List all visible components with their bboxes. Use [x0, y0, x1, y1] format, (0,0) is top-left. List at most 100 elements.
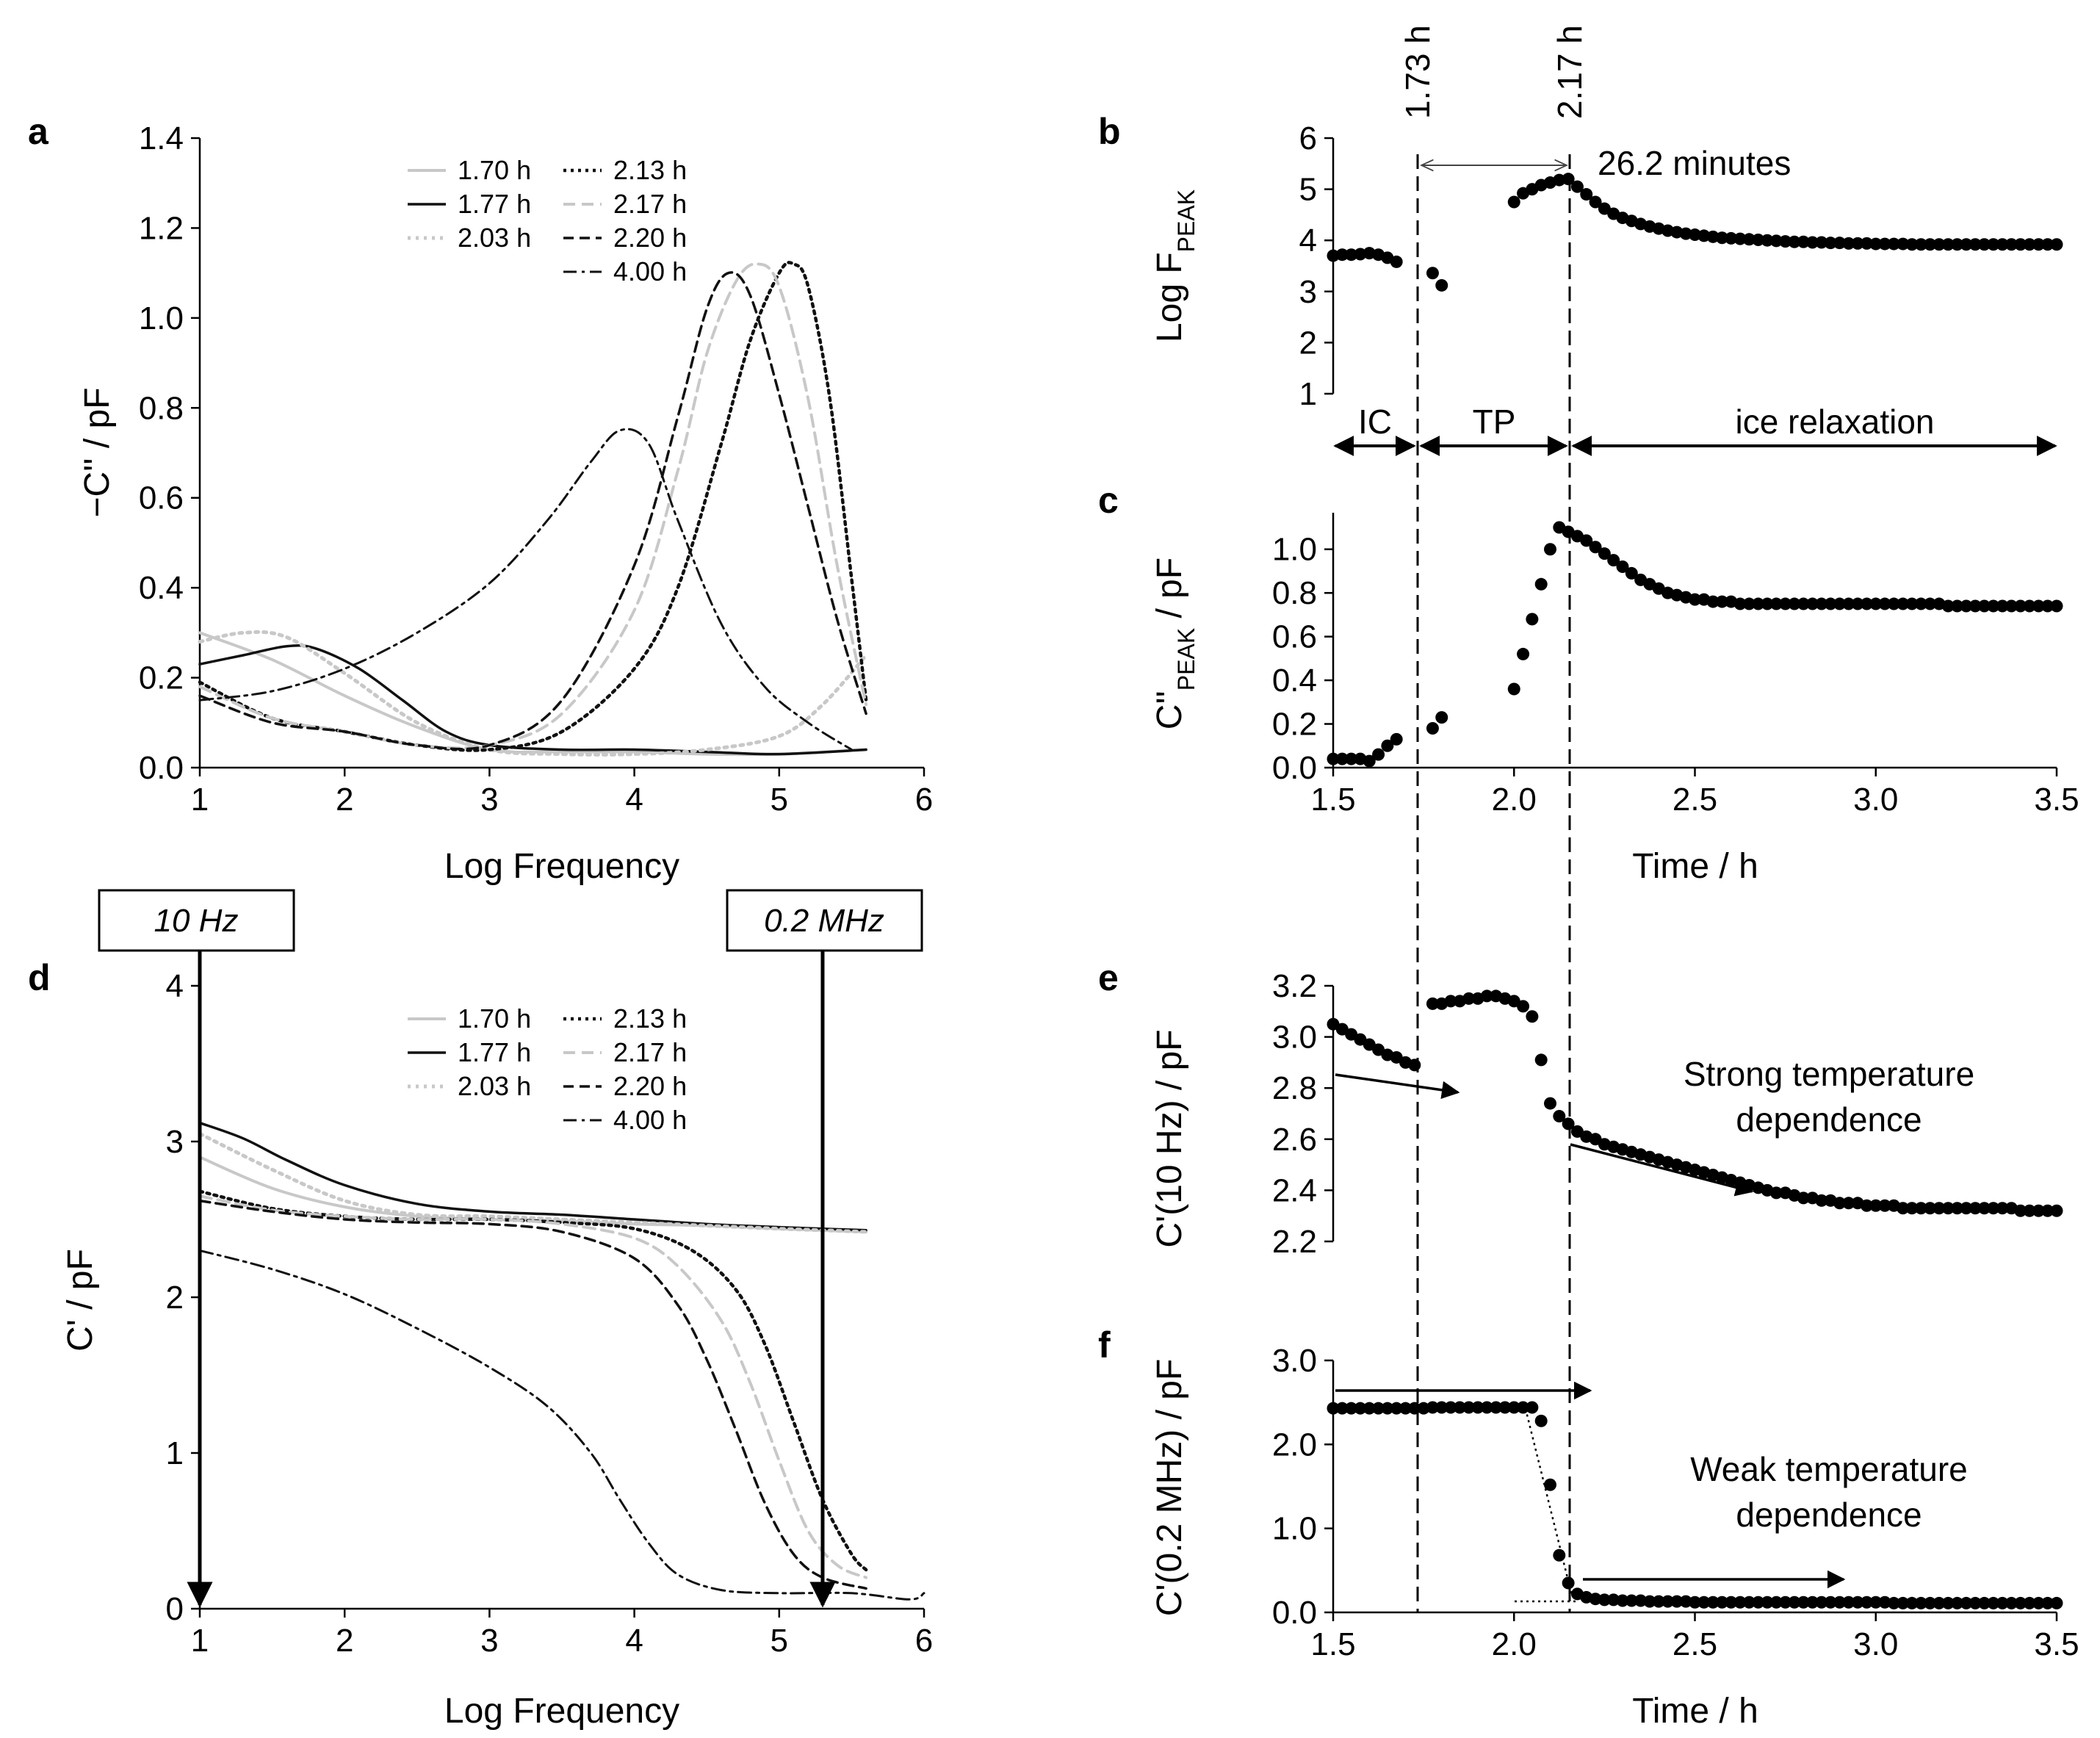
- data-point: [1335, 248, 1349, 262]
- b-y-tick-label: 4: [1299, 223, 1317, 259]
- data-point: [1607, 1593, 1620, 1607]
- panel-b-y-label-sub: PEAK: [1173, 190, 1199, 252]
- data-point: [1390, 255, 1403, 268]
- data-point: [1679, 1595, 1692, 1608]
- panel-label-c: c: [1098, 480, 1119, 521]
- data-point: [1887, 597, 1900, 610]
- data-point: [1951, 238, 1964, 251]
- data-point: [2050, 238, 2063, 251]
- legend-label: 2.03 h: [458, 1071, 531, 1101]
- data-point: [1354, 1033, 1367, 1046]
- panel-label-a: a: [28, 111, 49, 152]
- data-point: [1897, 1202, 1910, 1215]
- c-y-tick-label: 0.6: [1272, 619, 1317, 655]
- data-point: [1869, 597, 1883, 610]
- data-point: [1517, 647, 1530, 660]
- data-point: [1914, 1202, 1927, 1215]
- a-y-tick-label: 0.0: [139, 750, 184, 786]
- data-point: [1914, 1596, 1927, 1609]
- data-point: [1381, 739, 1394, 752]
- legend-label: 1.77 h: [458, 1037, 531, 1067]
- data-point: [1490, 1401, 1503, 1414]
- data-point: [1842, 237, 1855, 250]
- panel-c-x-label: Time / h: [1632, 847, 1758, 886]
- a-x-tick-label: 4: [625, 782, 643, 818]
- panel-f-annotation-line2: dependence: [1736, 1496, 1922, 1534]
- panel-d-x-label: Log Frequency: [444, 1692, 679, 1731]
- data-point: [1616, 1594, 1629, 1607]
- data-point: [1824, 237, 1837, 250]
- panel-e-arrow-ic: [1335, 1073, 1460, 1099]
- legend-label: 1.77 h: [458, 189, 531, 219]
- panel-e-annotation-line1: Strong temperature: [1684, 1055, 1974, 1093]
- c-x-tick-label: 3.5: [2034, 782, 2079, 818]
- f-y-tick-label: 2.0: [1272, 1427, 1317, 1463]
- data-point: [1534, 1053, 1548, 1067]
- data-point: [1933, 1202, 1946, 1215]
- data-point: [1562, 173, 1575, 186]
- data-point: [1905, 597, 1919, 610]
- time-guides: 1.73 h 2.17 h 26.2 minutes IC TP ice rel…: [1333, 25, 2057, 1612]
- e-y-tick-label: 2.8: [1272, 1070, 1317, 1106]
- data-point: [2014, 1596, 2027, 1609]
- c-x-tick-label: 3.0: [1853, 782, 1898, 818]
- c-y-tick-label: 0.0: [1272, 750, 1317, 786]
- data-point: [1851, 1595, 1864, 1609]
- data-point: [1670, 1595, 1684, 1608]
- data-point: [2032, 238, 2045, 251]
- c-y-tick-label: 0.2: [1272, 707, 1317, 743]
- duration-label: 26.2 minutes: [1598, 144, 1791, 182]
- data-point: [1372, 1043, 1385, 1056]
- data-point: [1924, 1596, 1937, 1609]
- data-point: [1598, 547, 1611, 560]
- e-y-tick-label: 3.2: [1272, 968, 1317, 1004]
- data-point: [1933, 238, 1946, 251]
- panel-label-f: f: [1098, 1324, 1111, 1366]
- data-point: [1363, 1038, 1376, 1051]
- data-point: [1878, 1199, 1891, 1212]
- data-point: [1788, 597, 1801, 610]
- data-point: [1435, 1401, 1448, 1414]
- series-line-203h: [198, 630, 868, 757]
- data-point: [1471, 1401, 1484, 1414]
- panel-c-chart: 0.0 0.2 0.4 0.6 0.8 1.0 1.5 2.0 2.5 3.0 3.5 Time /…: [1150, 513, 2079, 886]
- data-point: [1327, 249, 1340, 262]
- f-x-tick-label: 3.0: [1853, 1626, 1898, 1662]
- data-point: [1815, 597, 1828, 610]
- a-y-tick-label: 0.4: [139, 570, 184, 606]
- data-point: [1453, 1401, 1466, 1414]
- panel-a-y-label: −C'' / pF: [78, 387, 117, 517]
- a-y-tick-label: 0.6: [139, 480, 184, 516]
- data-point: [1769, 1595, 1783, 1609]
- data-point: [1507, 1401, 1520, 1414]
- data-point: [1390, 732, 1403, 746]
- data-point: [1715, 231, 1728, 245]
- panel-c-y-label-main: C'': [1150, 690, 1189, 729]
- data-point: [1761, 234, 1774, 247]
- data-point: [1562, 1117, 1575, 1131]
- data-point: [1806, 1595, 1819, 1609]
- data-point: [1652, 1595, 1665, 1608]
- data-point: [1381, 1402, 1394, 1415]
- c-x-tick-label: 2.5: [1673, 782, 1717, 818]
- c-x-tick-label: 1.5: [1310, 782, 1355, 818]
- data-point: [1833, 1197, 1846, 1210]
- data-point: [1480, 1401, 1493, 1414]
- data-point: [1761, 1595, 1774, 1609]
- legend-label: 2.20 h: [613, 223, 687, 253]
- data-point: [2005, 1596, 2018, 1609]
- data-point: [1905, 238, 1919, 251]
- legend-label: 2.03 h: [458, 223, 531, 253]
- data-point: [1924, 597, 1937, 610]
- data-point: [1914, 597, 1927, 610]
- data-point: [1725, 1595, 1738, 1609]
- d-y-tick-label: 1: [166, 1435, 184, 1471]
- data-point: [1960, 1202, 1973, 1215]
- data-point: [1788, 1595, 1801, 1609]
- marker-box-10hz: [98, 889, 295, 952]
- data-point: [1878, 597, 1891, 610]
- data-point: [1345, 248, 1358, 262]
- legend-label: 2.17 h: [613, 1037, 687, 1067]
- data-point: [1924, 1202, 1937, 1215]
- c-x-tick-label: 2.0: [1492, 782, 1537, 818]
